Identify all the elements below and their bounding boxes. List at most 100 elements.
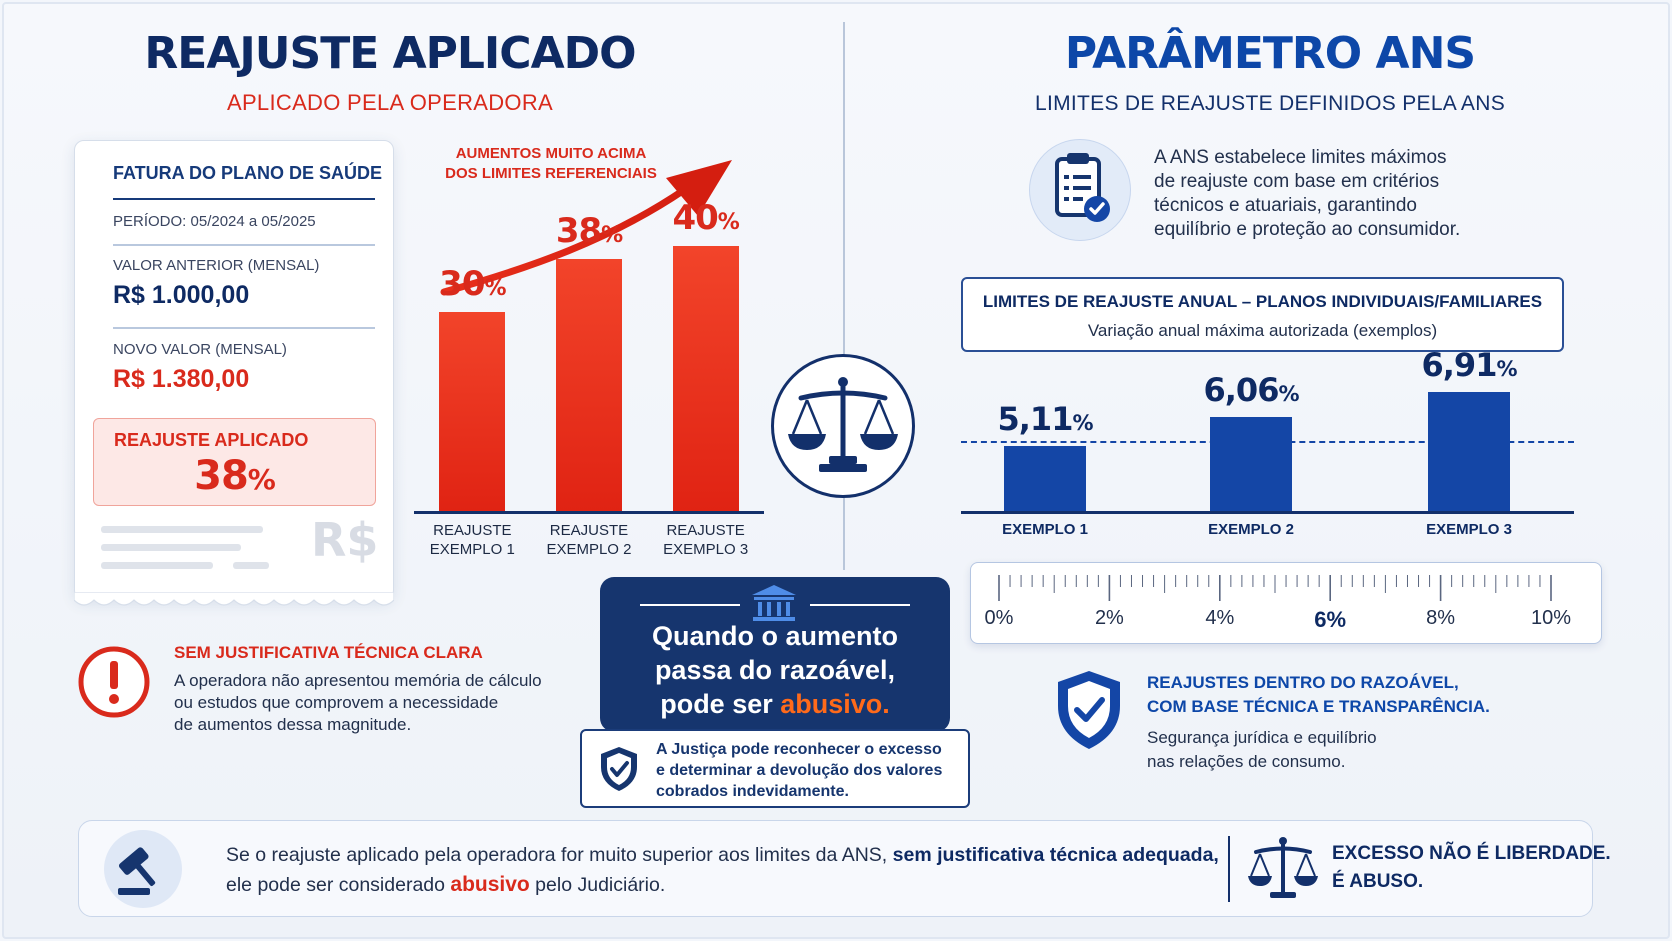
center-line: pode ser abusivo. <box>600 687 950 721</box>
shield-title: REAJUSTES DENTRO DO RAZOÁVEL, COM BASE T… <box>1147 671 1490 719</box>
gavel-badge <box>104 830 182 908</box>
center-line: Quando o aumento <box>652 621 898 651</box>
chart-baseline <box>414 511 764 514</box>
invoice-torn-edge <box>74 592 394 606</box>
intro-line: de reajuste com base em critérios <box>1154 171 1440 192</box>
left-title: REAJUSTE APLICADO <box>144 28 636 79</box>
currency-watermark: R$ <box>311 513 379 567</box>
bottom-text-part: Se o reajuste aplicado pela operadora fo… <box>226 844 893 866</box>
bar <box>556 259 622 511</box>
x-tick-label: EXEMPLO 1 <box>1002 521 1088 538</box>
adjustment-chart-x-labels: REAJUSTE EXEMPLO 1 REAJUSTE EXEMPLO 2 REAJUS… <box>414 521 764 561</box>
placeholder-line <box>101 544 241 551</box>
courthouse-icon <box>752 585 796 621</box>
intro-line: A ANS estabelece limites máximos <box>1154 147 1447 168</box>
center-highlight-box: Quando o aumento passa do razoável, pode… <box>600 577 950 732</box>
placeholder-line <box>101 562 213 569</box>
applied-adjustment-box: REAJUSTE APLICADO 38% <box>93 418 376 506</box>
ruler-label: 0% <box>984 607 1014 629</box>
divider <box>113 244 375 246</box>
ruler-labels: 0% 2% 4% 6% 8% 10% <box>971 607 1603 637</box>
shield-text: Segurança jurídica e equilíbrio nas rela… <box>1147 726 1377 774</box>
limits-header-box: LIMITES DE REAJUSTE ANUAL – PLANOS INDIV… <box>961 277 1564 352</box>
slogan-line: EXCESSO NÃO É LIBERDADE. <box>1332 843 1611 864</box>
ans-intro-text: A ANS estabelece limites máximos de reaj… <box>1154 146 1460 242</box>
justice-note-box: A Justiça pode reconhecer o excesso e de… <box>580 729 970 808</box>
warning-text: A operadora não apresentou memória de cá… <box>174 670 542 736</box>
adjustment-bar-chart: 30% 38% 40% <box>414 198 764 511</box>
center-divider <box>843 22 845 570</box>
justice-scale-badge <box>771 354 915 498</box>
ruler-label: 10% <box>1530 607 1572 629</box>
right-subtitle: LIMITES DE REAJUSTE DEFINIDOS PELA ANS <box>1034 92 1506 115</box>
bottom-slogan: EXCESSO NÃO É LIBERDADE. É ABUSO. <box>1332 840 1611 896</box>
percentage-ruler: 0% 2% 4% 6% 8% 10% <box>970 562 1602 644</box>
justice-note-text: A Justiça pode reconhecer o excesso e de… <box>656 739 942 802</box>
intro-line: equilíbrio e proteção ao consumidor. <box>1154 219 1461 240</box>
warning-line: A operadora não apresentou memória de cá… <box>174 671 542 690</box>
center-line: passa do razoável, <box>654 655 896 685</box>
bar <box>1428 391 1510 511</box>
right-title: PARÂMETRO ANS <box>1064 28 1476 79</box>
invoice-card: FATURA DO PLANO DE SAÚDE PERÍODO: 05/202… <box>74 140 394 600</box>
bottom-emphasis: sem justificativa técnica adequada, <box>892 844 1219 866</box>
note-line: cobrados indevidamente. <box>656 783 849 800</box>
shield-text-line: nas relações de consumo. <box>1147 752 1346 771</box>
ans-chart-baseline <box>961 511 1574 514</box>
center-message: Quando o aumento passa do razoável, pode… <box>600 619 950 721</box>
x-tick-label: REAJUSTE EXEMPLO 1 <box>429 522 515 558</box>
applied-adjustment-value: 38% <box>94 453 375 499</box>
ruler-label: 2% <box>1094 607 1124 629</box>
abusive-highlight: abusivo <box>450 873 530 896</box>
warning-icon <box>78 646 150 718</box>
bar <box>439 312 506 511</box>
invoice-period: PERÍODO: 05/2024 a 05/2025 <box>113 213 316 230</box>
divider <box>113 327 375 329</box>
checklist-badge <box>1029 139 1131 241</box>
warning-line: ou estudos que comprovem a necessidade <box>174 693 499 712</box>
x-tick-label: REAJUSTE EXEMPLO 3 <box>663 522 749 558</box>
shield-title-line: REAJUSTES DENTRO DO RAZOÁVEL, <box>1147 673 1459 692</box>
applied-adjustment-unit: % <box>247 463 276 496</box>
trend-annotation: AUMENTOS MUITO ACIMA DOS LIMITES REFEREN… <box>435 144 667 184</box>
bottom-message: Se o reajuste aplicado pela operadora fo… <box>226 840 1219 900</box>
warning-title: SEM JUSTIFICATIVA TÉCNICA CLARA <box>174 643 483 662</box>
new-value: R$ 1.380,00 <box>113 365 250 393</box>
decor-line <box>640 604 740 606</box>
shield-check-icon <box>1058 671 1120 749</box>
bar <box>1004 445 1086 511</box>
bottom-line-1: Se o reajuste aplicado pela operadora fo… <box>226 840 1219 870</box>
invoice-title: FATURA DO PLANO DE SAÚDE <box>113 163 383 183</box>
slogan-line: É ABUSO. <box>1332 871 1424 892</box>
clipboard-check-icon <box>1054 152 1110 222</box>
bar-value-label: 30% <box>439 264 506 305</box>
bar-value-label: 6,06% <box>1203 371 1300 410</box>
bar-value-label: 5,11% <box>997 399 1094 438</box>
bar <box>672 245 739 511</box>
scale-icon <box>1248 837 1318 898</box>
note-line: A Justiça pode reconhecer o excesso <box>656 741 942 758</box>
trend-annotation-line: DOS LIMITES REFERENCIAIS <box>445 165 657 182</box>
decor-line <box>810 604 910 606</box>
placeholder-line <box>101 526 263 533</box>
ruler-label: 6% <box>1314 607 1347 632</box>
bottom-text-part: pelo Judiciário. <box>529 874 666 896</box>
bottom-divider <box>1228 836 1230 902</box>
bottom-summary-box <box>78 820 1593 917</box>
shield-title-line: COM BASE TÉCNICA E TRANSPARÊNCIA. <box>1147 697 1490 716</box>
applied-adjustment-label: REAJUSTE APLICADO <box>114 430 309 450</box>
applied-adjustment-number: 38 <box>194 453 249 499</box>
bottom-text-part: ele pode ser considerado <box>226 874 451 896</box>
abusive-highlight: abusivo. <box>780 689 890 719</box>
shield-check-icon <box>601 747 637 791</box>
bottom-line-2: ele pode ser considerado abusivo pelo Ju… <box>226 870 1219 900</box>
warning-line: de aumentos dessa magnitude. <box>174 715 412 734</box>
limits-subtitle: Variação anual máxima autorizada (exempl… <box>1087 321 1438 340</box>
center-line-prefix: pode ser <box>660 689 781 719</box>
new-value-label: NOVO VALOR (MENSAL) <box>113 341 287 358</box>
ans-chart-x-labels: EXEMPLO 1 EXEMPLO 2 EXEMPLO 3 <box>961 521 1574 545</box>
intro-line: técnicos e atuariais, garantindo <box>1154 195 1417 216</box>
bar <box>1210 417 1292 511</box>
bar-value-label: 38% <box>555 211 623 252</box>
previous-value-label: VALOR ANTERIOR (MENSAL) <box>113 257 320 274</box>
